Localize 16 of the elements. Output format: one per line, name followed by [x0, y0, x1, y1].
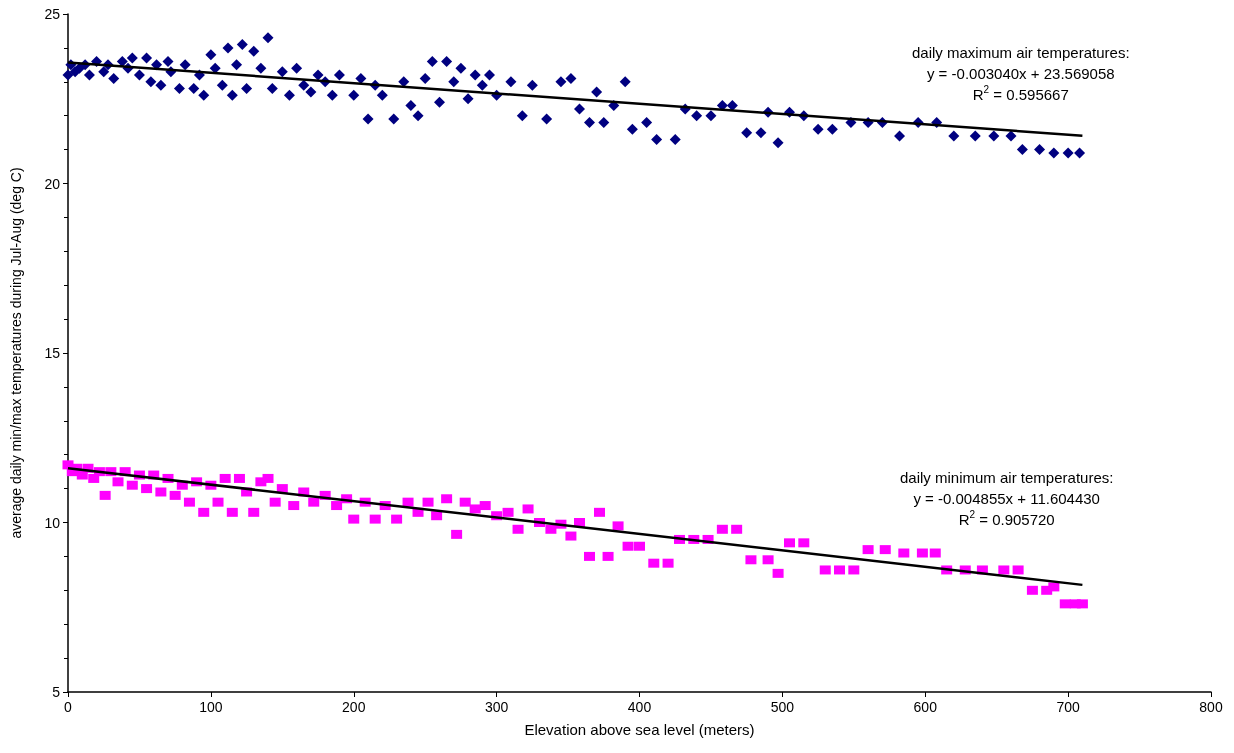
- x-tick-label: 500: [770, 699, 795, 715]
- y-tick-label: 15: [44, 345, 61, 361]
- x-tick-label: 400: [627, 699, 652, 715]
- x-tick-label: 0: [64, 699, 73, 715]
- x-tick-label: 200: [342, 699, 366, 715]
- x-tick-label: 300: [484, 699, 509, 715]
- y-tick-label: 25: [44, 6, 61, 22]
- x-tick-label: 100: [199, 699, 223, 715]
- y-tick-label: 20: [44, 175, 61, 192]
- x-tick-label: 700: [1056, 699, 1081, 715]
- y-axis-title: average daily min/max temperatures during Jul-Aug (deg C): [8, 167, 24, 539]
- x-tick-label: 800: [1199, 699, 1223, 715]
- x-tick-label: 600: [913, 699, 938, 715]
- y-tick-label: 10: [44, 514, 61, 531]
- x-axis-title: Elevation above sea level (meters): [524, 721, 755, 738]
- y-tick-label: 5: [52, 684, 61, 700]
